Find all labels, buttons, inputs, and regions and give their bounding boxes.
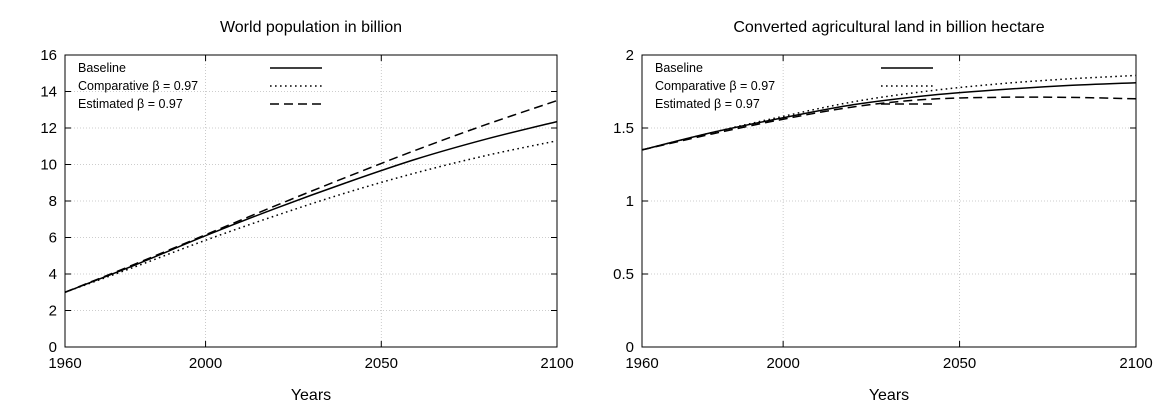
y-tick-label: 4 <box>49 266 57 283</box>
y-tick-label: 0.5 <box>613 266 634 283</box>
legend: Baseline Comparative β = 0.97 Estimated β … <box>655 61 933 111</box>
legend-label: Comparative β = 0.97 <box>78 79 198 93</box>
y-tick-label: 2 <box>49 303 57 320</box>
x-tick-label: 1960 <box>48 355 81 372</box>
legend-label: Comparative β = 0.97 <box>655 79 775 93</box>
y-tick-label: 1.5 <box>613 120 634 137</box>
chart-title: Converted agricultural land in billion h… <box>733 19 1044 36</box>
x-tick-label: 2100 <box>1119 355 1152 372</box>
x-tick-label: 2050 <box>365 355 398 372</box>
legend-label: Estimated β = 0.97 <box>78 97 183 111</box>
chart-title: World population in billion <box>220 19 402 36</box>
y-tick-label: 14 <box>40 84 57 101</box>
chart-panel-2: 1960 2000 2050 2100 0 0.5 1 1.5 2 Converted agric… <box>613 19 1153 404</box>
x-tick-label: 2050 <box>943 355 976 372</box>
x-tick-label: 2100 <box>540 355 573 372</box>
y-tick-label: 1 <box>626 193 634 210</box>
y-tick-label: 2 <box>626 47 634 64</box>
legend-label: Baseline <box>655 61 703 75</box>
y-tick-label: 6 <box>49 230 57 247</box>
y-tick-label: 10 <box>40 157 57 174</box>
x-tick-label: 1960 <box>625 355 658 372</box>
y-tick-label: 0 <box>49 339 57 356</box>
legend: Baseline Comparative β = 0.97 Estimated β … <box>78 61 322 111</box>
y-tick-label: 8 <box>49 193 57 210</box>
y-tick-label: 12 <box>40 120 57 137</box>
x-axis-label: Years <box>291 387 331 404</box>
legend-label: Baseline <box>78 61 126 75</box>
x-axis-label: Years <box>869 387 909 404</box>
series-line-1 <box>641 81 1137 151</box>
series-line-3 <box>641 96 1137 151</box>
legend-label: Estimated β = 0.97 <box>655 97 760 111</box>
x-tick-label: 2000 <box>189 355 222 372</box>
series-line-1 <box>64 120 558 293</box>
y-tick-label: 16 <box>40 47 57 64</box>
y-tick-label: 0 <box>626 339 634 356</box>
chart-panel-1: 1960 2000 2050 2100 0 2 4 6 8 10 12 14 16 World popul… <box>40 19 573 404</box>
x-tick-label: 2000 <box>766 355 799 372</box>
series-line-2 <box>64 140 558 293</box>
